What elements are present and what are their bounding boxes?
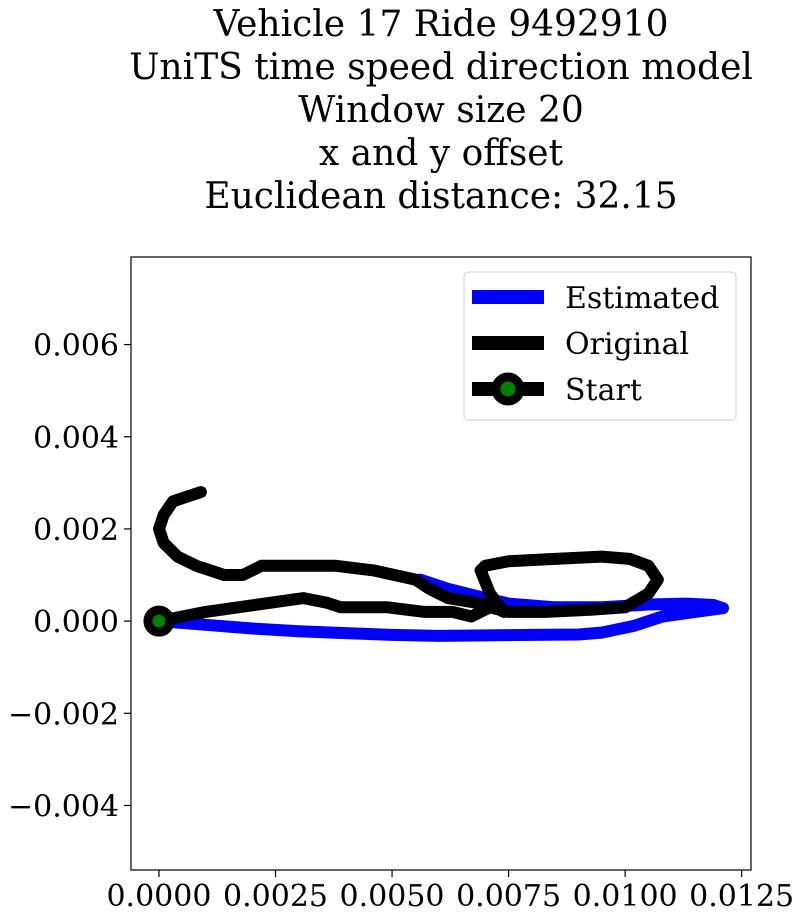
- x-tick-label: 0.0125: [689, 879, 794, 914]
- title-line-1: Vehicle 17 Ride 9492910: [212, 4, 668, 45]
- x-tick-label: 0.0000: [106, 879, 211, 914]
- chart-title: Vehicle 17 Ride 9492910 UniTS time speed…: [129, 4, 753, 217]
- legend-swatch-start-marker: [491, 372, 525, 406]
- y-tick-label: 0.006: [33, 329, 119, 364]
- plot-frame: [130, 256, 752, 871]
- legend-label-start: Start: [565, 373, 642, 408]
- x-tick-label: 0.0075: [456, 879, 561, 914]
- legend-label-estimated: Estimated: [565, 281, 719, 316]
- start-layer: [143, 605, 175, 637]
- x-axis: 0.0000 0.0025 0.0050 0.0075 0.0100 0.0125: [106, 870, 794, 914]
- x-tick-label: 0.0025: [223, 879, 328, 914]
- title-line-2: UniTS time speed direction model: [129, 47, 753, 88]
- legend: Estimated Original Start: [463, 271, 737, 421]
- series-line-original: [153, 486, 664, 628]
- start-marker: [143, 605, 175, 637]
- title-line-3: Window size 20: [298, 90, 584, 131]
- y-tick-label: 0.000: [33, 605, 119, 640]
- y-tick-label: 0.002: [33, 513, 119, 548]
- title-line-5: Euclidean distance: 32.15: [204, 176, 677, 217]
- y-tick-label: −0.002: [8, 697, 119, 732]
- series-layer: [153, 486, 729, 642]
- y-tick-label: −0.004: [8, 789, 119, 824]
- y-axis: −0.004 −0.002 0.000 0.002 0.004 0.006: [8, 329, 131, 824]
- title-line-4: x and y offset: [319, 133, 564, 174]
- x-tick-label: 0.0100: [573, 879, 678, 914]
- y-tick-label: 0.004: [33, 421, 119, 456]
- x-tick-label: 0.0050: [340, 879, 445, 914]
- legend-label-original: Original: [565, 327, 689, 362]
